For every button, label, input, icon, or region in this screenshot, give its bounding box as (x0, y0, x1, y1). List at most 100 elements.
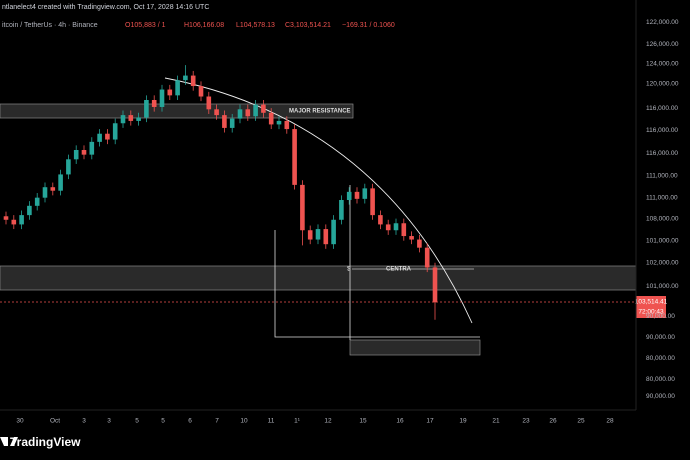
candle-body (89, 141, 95, 155)
dollar-label: $ (347, 267, 351, 273)
measure-line (274, 230, 480, 338)
candle-body (159, 89, 165, 107)
x-tick-label: 17 (426, 418, 434, 425)
legend-line: itcoin / TetherUs · 4h · Binance O105,88… (2, 22, 395, 29)
candle-body (42, 187, 48, 198)
x-tick-label: 26 (549, 418, 557, 425)
target-zone (349, 339, 481, 356)
candle-body (331, 219, 336, 245)
resistance-label: MAJOR RESISTANCE (289, 109, 351, 115)
candle-body (105, 133, 110, 140)
candle-body (417, 239, 422, 248)
candle-body (362, 188, 368, 199)
candle-body (346, 191, 352, 200)
candle-body (27, 205, 32, 216)
central-label: CENTRA (386, 267, 412, 273)
ohlc-low: L104,578.13 (236, 22, 275, 29)
candle-body (300, 184, 305, 231)
candle-body (424, 247, 430, 268)
candle-body (73, 150, 79, 160)
candles (3, 65, 438, 320)
candle-body (354, 191, 360, 199)
candle-body (214, 109, 219, 116)
x-tick-label: 11 (268, 418, 275, 425)
y-tick-label: 80,000.00 (646, 376, 675, 383)
y-tick-label: 116,000.00 (646, 127, 678, 134)
candle-body (432, 267, 438, 303)
price-label: 103,514.41 (635, 299, 668, 306)
candle-body (58, 174, 63, 191)
x-tick-label: 12 (324, 418, 332, 425)
header: ntlanelect4 created with Tradingview.com… (2, 4, 209, 11)
candle-body (253, 104, 258, 117)
candle-body (222, 115, 227, 128)
y-tick-label: 116,000.00 (646, 105, 678, 112)
candle-body (66, 159, 71, 175)
y-tick-label: 122,000.00 (646, 19, 679, 26)
candle-body (144, 100, 149, 118)
x-tick-label: 1¹ (294, 418, 301, 425)
logo-text: TradingView (10, 435, 81, 449)
candle-body (315, 229, 321, 240)
y-tick-label: 90,000.00 (646, 313, 675, 320)
candle-body (81, 150, 87, 155)
candle-body (393, 223, 399, 231)
price-badge (636, 296, 666, 318)
candle-body (19, 215, 24, 225)
candle-body (198, 86, 204, 97)
y-tick-label: 90,000.00 (646, 393, 675, 400)
x-tick-label: 30 (16, 418, 24, 425)
logo: TradingView (0, 435, 81, 449)
central-zone (0, 265, 637, 291)
candle-body (190, 75, 196, 87)
candle-body (183, 75, 188, 81)
candle-body (34, 197, 40, 206)
candle-body (167, 89, 173, 96)
logo-icon (0, 437, 18, 446)
x-tick-label: 28 (606, 418, 614, 425)
candle-body (261, 104, 266, 113)
y-tick-label: 124,000.00 (646, 61, 679, 68)
ohlc-open: O105,883 / 1 (125, 22, 166, 29)
x-tick-label: 15 (359, 418, 367, 425)
candle-body (323, 229, 329, 245)
y-tick-label: 108,000.00 (646, 215, 679, 222)
candle-body (339, 200, 344, 220)
y-tick-label: 111,000.00 (646, 194, 678, 201)
candle-body (50, 187, 56, 191)
candle-body (245, 109, 251, 117)
candle-body (276, 120, 282, 125)
candle-body (175, 80, 180, 96)
candle-body (370, 188, 375, 216)
candle-body (401, 223, 407, 237)
candle-body (128, 115, 134, 121)
x-tick-label: 5 (135, 418, 139, 425)
y-tick-label: 116,000.00 (646, 150, 678, 157)
candle-body (237, 109, 243, 119)
y-tick-label: 80,000.00 (646, 355, 675, 362)
candle-body (151, 100, 157, 107)
trend-curve (164, 77, 473, 324)
y-tick-label: 102,000.00 (646, 260, 679, 267)
candle-body (229, 118, 235, 128)
candle-body (206, 96, 212, 110)
x-tick-label: 19 (459, 418, 467, 425)
ohlc-close: C3,103,514.21 (285, 22, 331, 29)
x-tick-label: 5 (161, 418, 165, 425)
candle-body (378, 215, 383, 225)
y-tick-label: 101,000.00 (646, 283, 679, 290)
x-tick-label: 21 (492, 418, 500, 425)
y-tick-label: 120,000.00 (646, 80, 679, 87)
y-tick-label: 126,000.00 (646, 41, 679, 48)
ohlc-change: −169.31 / 0.1060 (342, 22, 395, 29)
x-tick-label: 25 (577, 418, 585, 425)
x-tick-label: 16 (396, 418, 404, 425)
candle-body (97, 133, 102, 142)
candle-body (112, 123, 118, 140)
symbol: itcoin / TetherUs · 4h · Binance (2, 22, 98, 29)
x-tick-label: 6 (188, 418, 192, 425)
y-tick-label: 111,000.00 (646, 172, 678, 179)
x-tick-label: 3 (107, 418, 111, 425)
candle-body (136, 117, 141, 121)
